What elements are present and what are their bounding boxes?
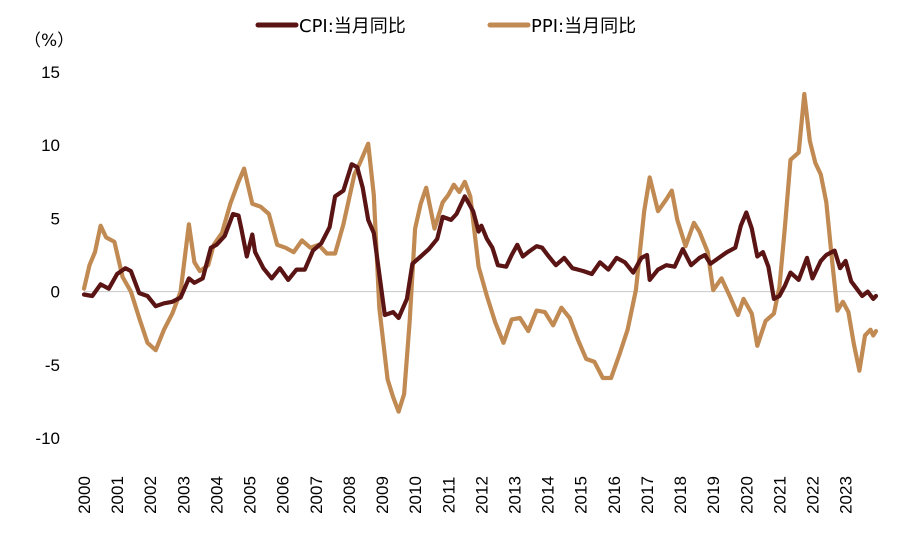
x-tick-label: 2012 xyxy=(472,476,491,514)
x-tick-label: 2002 xyxy=(141,476,160,514)
x-tick-label: 2001 xyxy=(108,476,127,514)
x-tick-label: 2017 xyxy=(638,476,657,514)
y-axis-ticks: 15 10 5 0 -5 -10 xyxy=(35,63,60,448)
x-tick-label: 2006 xyxy=(274,476,293,514)
legend-cpi-label: CPI:当月同比 xyxy=(299,16,406,37)
x-tick-label: 2007 xyxy=(307,476,326,514)
series-layer xyxy=(81,91,879,414)
cpi-series-line xyxy=(81,162,879,321)
x-tick-label: 2009 xyxy=(373,476,392,514)
legend: CPI:当月同比 PPI:当月同比 xyxy=(255,16,636,37)
x-tick-label: 2020 xyxy=(737,476,756,514)
y-tick-label: 0 xyxy=(51,283,60,302)
x-tick-label: 2015 xyxy=(572,476,591,514)
x-tick-label: 2000 xyxy=(75,476,94,514)
x-tick-label: 2021 xyxy=(770,476,789,514)
y-tick-label: 15 xyxy=(41,63,60,82)
x-tick-label: 2013 xyxy=(505,476,524,514)
x-tick-label: 2019 xyxy=(704,476,723,514)
x-tick-label: 2014 xyxy=(539,476,558,514)
x-tick-label: 2005 xyxy=(241,476,260,514)
ppi-series-line xyxy=(81,91,879,414)
x-tick-label: 2023 xyxy=(837,476,856,514)
x-tick-label: 2016 xyxy=(605,476,624,514)
x-tick-label: 2004 xyxy=(207,476,226,514)
x-tick-label: 2008 xyxy=(340,476,359,514)
y-tick-label: 10 xyxy=(41,136,60,155)
y-tick-label: 5 xyxy=(51,209,60,228)
x-tick-label: 2022 xyxy=(804,476,823,514)
y-axis-unit-label: （%） xyxy=(24,31,74,51)
x-tick-label: 2010 xyxy=(406,476,425,514)
y-tick-label: -10 xyxy=(35,429,60,448)
x-tick-label: 2011 xyxy=(439,477,458,514)
x-axis-ticks: 2000 2001 2002 2003 2004 2005 2006 2007 2008 2009… xyxy=(75,476,856,514)
legend-ppi-label: PPI:当月同比 xyxy=(531,16,636,37)
x-tick-label: 2018 xyxy=(671,476,690,514)
x-tick-label: 2003 xyxy=(174,476,193,514)
y-tick-label: -5 xyxy=(45,356,60,375)
